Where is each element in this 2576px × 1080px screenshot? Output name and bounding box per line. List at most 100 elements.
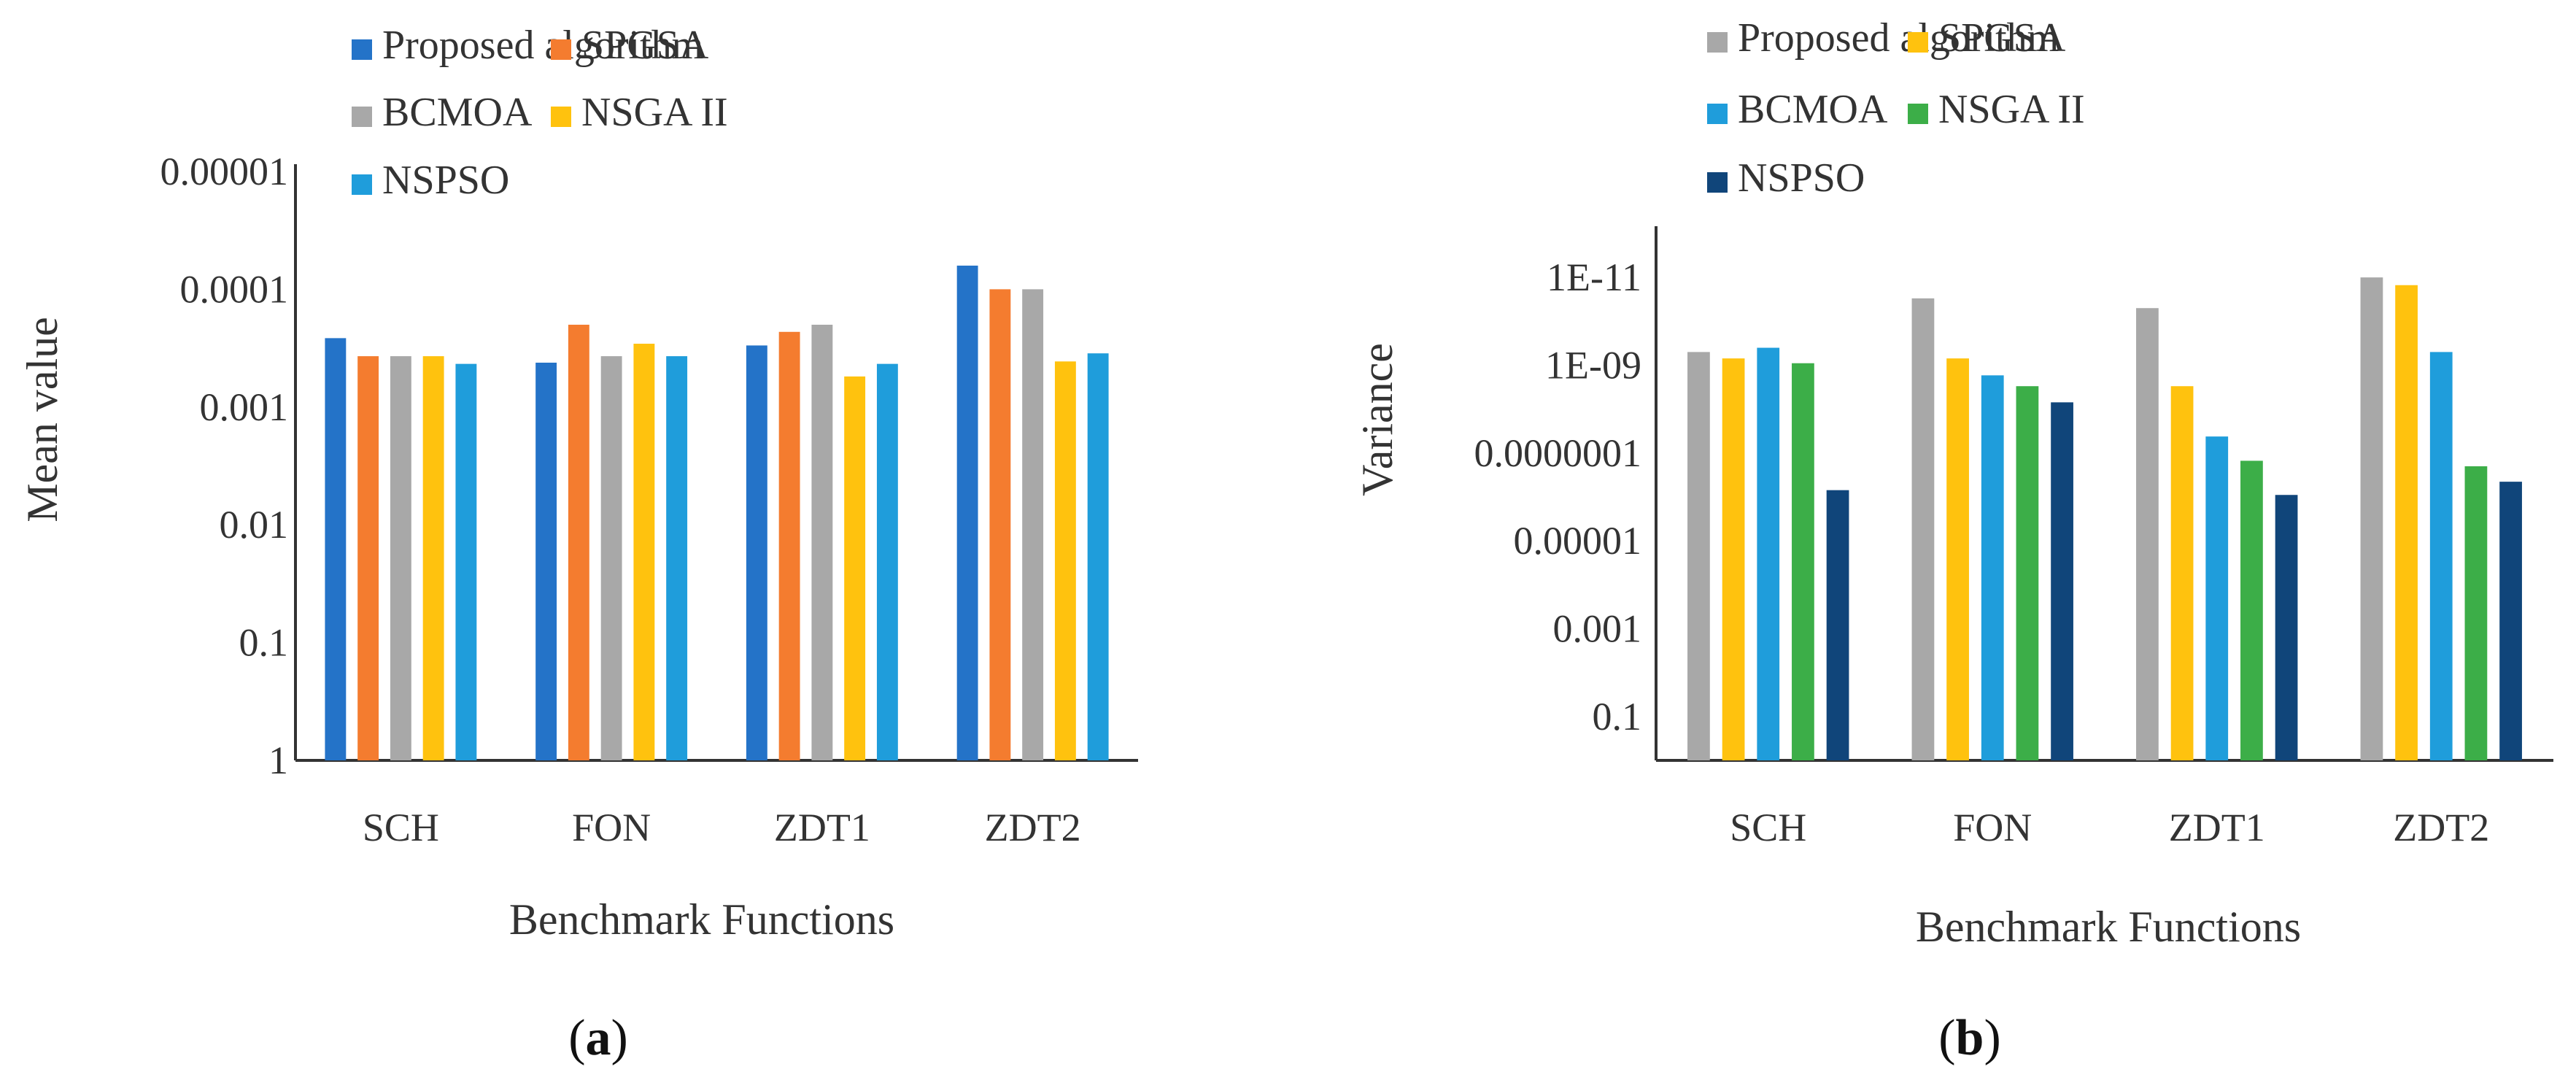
legend-swatch-b-1 — [1707, 32, 1728, 53]
bar-a-sch-3 — [390, 356, 411, 760]
bar-a-fon-4 — [633, 344, 655, 761]
bar-b-zdt2-2 — [2395, 285, 2418, 761]
bar-b-zdt2-1 — [2360, 277, 2383, 761]
legend-label-a-1: Proposed algorithm — [382, 23, 703, 68]
legend-swatch-b-2 — [1908, 32, 1928, 53]
bar-a-zdt1-2 — [778, 331, 800, 761]
legend-label-b-5: NSPSO — [1738, 155, 1865, 201]
chart-b-x-tick-label: ZDT1 — [2169, 806, 2265, 849]
chart-b-x-axis-title: Benchmark Functions — [1916, 903, 2301, 951]
chart-b-y-tick-label: 1E-11 — [1547, 255, 1641, 299]
legend-swatch-a-2 — [551, 39, 571, 60]
chart-a-x-categories: SCH FON ZDT1 ZDT2 — [363, 806, 1081, 849]
bar-a-zdt2-3 — [1022, 289, 1044, 760]
bar-a-fon-1 — [535, 362, 557, 760]
legend-swatch-b-5 — [1707, 172, 1728, 193]
chart-a-x-axis-title: Benchmark Functions — [509, 895, 894, 944]
bar-b-sch-5 — [1826, 490, 1849, 760]
bar-b-sch-4 — [1792, 363, 1814, 760]
chart-b-axes — [1655, 226, 2553, 762]
chart-b-y-tick-label: 0.00001 — [1514, 519, 1642, 563]
legend-label-b-2: SPGSA — [1938, 15, 2066, 61]
bar-a-sch-2 — [357, 356, 379, 760]
chart-a-y-tick-label: 0.0001 — [180, 267, 289, 311]
chart-a-y-tick-label: 1 — [268, 738, 288, 782]
chart-a-caption: (a) — [568, 1010, 628, 1066]
chart-a-y-ticks: 1 0.1 0.01 0.001 0.0001 0.00001 — [160, 150, 289, 782]
chart-b-y-tick-label: 0.001 — [1553, 607, 1642, 651]
bar-a-sch-1 — [325, 338, 347, 760]
bar-a-zdt2-5 — [1087, 353, 1109, 760]
chart-a-caption-letter: a — [586, 1010, 611, 1066]
bar-b-sch-1 — [1687, 352, 1710, 760]
chart-a-y-tick-label: 0.01 — [220, 503, 289, 547]
chart-b-y-tick-label: 1E-09 — [1545, 344, 1641, 387]
legend-label-b-1: Proposed algorithm — [1738, 15, 2059, 61]
chart-a-y-axis-title: Mean value — [18, 317, 66, 522]
legend-label-b-4: NSGA II — [1938, 87, 2085, 132]
chart-a-x-tick-label: ZDT1 — [774, 806, 870, 849]
bar-b-zdt1-5 — [2275, 495, 2298, 760]
chart-b-x-tick-label: FON — [1953, 806, 2032, 849]
legend-swatch-a-4 — [551, 107, 571, 127]
chart-b-y-tick-label: 0.0000001 — [1474, 431, 1642, 475]
bar-b-sch-3 — [1757, 347, 1780, 761]
chart-b-caption: (b) — [1938, 1010, 2001, 1066]
bar-a-zdt2-2 — [989, 289, 1011, 760]
bar-b-zdt1-3 — [2205, 436, 2229, 760]
legend-swatch-a-1 — [352, 39, 372, 60]
legend-swatch-b-4 — [1908, 104, 1928, 124]
legend-swatch-a-5 — [352, 174, 372, 195]
chart-a-x-tick-label: SCH — [363, 806, 439, 849]
bar-a-sch-4 — [422, 356, 444, 760]
chart-a-y-tick-label: 0.001 — [200, 385, 289, 429]
legend-label-a-5: NSPSO — [382, 158, 509, 203]
legend-swatch-b-3 — [1707, 104, 1728, 124]
chart-b-y-ticks: 0.1 0.001 0.00001 0.0000001 1E-09 1E-11 — [1474, 255, 1642, 738]
bar-a-zdt2-4 — [1054, 361, 1076, 760]
bar-a-sch-5 — [455, 363, 477, 760]
chart-b-x-categories: SCH FON ZDT1 ZDT2 — [1730, 806, 2489, 849]
chart-a-bars — [325, 266, 1109, 761]
bar-a-zdt1-1 — [746, 345, 767, 761]
bar-a-fon-5 — [666, 356, 688, 760]
chart-b-y-axis-title: Variance — [1353, 343, 1401, 496]
bar-b-fon-5 — [2051, 402, 2073, 760]
bar-b-zdt2-3 — [2429, 352, 2453, 760]
chart-b-caption-letter: b — [1956, 1010, 1984, 1066]
chart-b-x-tick-label: SCH — [1730, 806, 1806, 849]
bar-b-zdt1-2 — [2170, 386, 2194, 760]
bar-b-zdt2-5 — [2499, 482, 2522, 760]
bar-b-fon-1 — [1911, 298, 1935, 760]
chart-a-axes — [294, 164, 1138, 762]
legend-label-a-2: SPGSA — [581, 23, 709, 68]
bar-a-fon-3 — [600, 356, 622, 760]
legend-label-a-4: NSGA II — [581, 90, 728, 135]
chart-a-y-tick-label: 0.00001 — [160, 150, 289, 193]
bar-a-zdt2-1 — [956, 266, 978, 760]
bar-b-fon-3 — [1981, 375, 2004, 760]
bar-a-zdt1-5 — [876, 363, 898, 760]
chart-b-bars — [1687, 277, 2522, 761]
bar-a-zdt1-3 — [811, 324, 833, 761]
bar-b-fon-2 — [1946, 358, 1969, 760]
legend-label-a-3: BCMOA — [382, 90, 533, 135]
bar-b-zdt2-4 — [2464, 466, 2488, 760]
bar-a-zdt1-4 — [844, 376, 866, 760]
chart-a-x-tick-label: ZDT2 — [985, 806, 1081, 849]
bar-b-zdt1-4 — [2240, 460, 2263, 760]
chart-a-y-tick-label: 0.1 — [239, 621, 289, 665]
bar-a-fon-2 — [568, 324, 589, 761]
bar-b-zdt1-1 — [2136, 308, 2159, 760]
bar-b-sch-2 — [1722, 358, 1745, 760]
bar-b-fon-4 — [2016, 386, 2039, 760]
chart-a-x-tick-label: FON — [572, 806, 651, 849]
legend-label-b-3: BCMOA — [1738, 87, 1888, 132]
legend-swatch-a-3 — [352, 107, 372, 127]
chart-b-y-tick-label: 0.1 — [1593, 695, 1642, 738]
